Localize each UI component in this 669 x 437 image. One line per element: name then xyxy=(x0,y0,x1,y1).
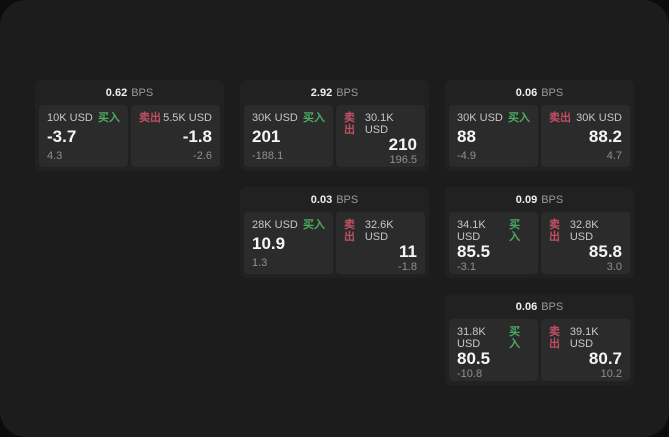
sell-sub-value: -1.8 xyxy=(398,261,417,273)
sell-quote-cell[interactable]: 卖出 30.1K USD 210 196.5 xyxy=(336,105,425,167)
buy-quote-cell[interactable]: 10K USD 买入 -3.7 4.3 xyxy=(39,105,128,167)
buy-amount: 30K USD xyxy=(457,112,503,124)
sell-quote-cell[interactable]: 卖出 39.1K USD 80.7 10.2 xyxy=(541,319,630,381)
bps-header: 0.62 BPS xyxy=(35,80,224,105)
sell-amount: 39.1K USD xyxy=(569,326,599,350)
sell-amount: 30.1K USD xyxy=(364,112,394,136)
sell-price: 210 xyxy=(388,135,417,154)
sell-sub-value: 196.5 xyxy=(389,154,417,166)
buy-sub-value: 4.3 xyxy=(47,150,63,162)
buy-price: 201 xyxy=(252,127,281,146)
buy-amount: 34.1K USD xyxy=(457,219,486,243)
sell-price: 80.7 xyxy=(588,349,622,368)
sell-price: 88.2 xyxy=(588,127,622,146)
quote-card: 0.06 BPS 31.8K USD 买入 80.5 -10.8 卖出 39.1… xyxy=(445,294,634,385)
buy-label: 买入 xyxy=(509,326,521,350)
bps-unit: BPS xyxy=(541,193,564,206)
buy-sub-value: -188.1 xyxy=(252,150,284,162)
buy-sub-value: -4.9 xyxy=(457,150,476,162)
sell-label: 卖出 xyxy=(549,219,560,243)
bps-header: 0.06 BPS xyxy=(445,294,634,319)
quote-card: 0.62 BPS 10K USD 买入 -3.7 4.3 卖出 5.5K USD xyxy=(35,80,224,171)
bps-header: 0.06 BPS xyxy=(445,80,634,105)
quote-card-grid: 0.62 BPS 10K USD 买入 -3.7 4.3 卖出 5.5K USD xyxy=(35,80,634,385)
sell-sub-value: 10.2 xyxy=(600,368,622,380)
bps-unit: BPS xyxy=(541,86,564,99)
sell-label: 卖出 xyxy=(139,112,161,124)
buy-amount: 31.8K USD xyxy=(457,326,486,350)
sell-label: 卖出 xyxy=(549,112,571,124)
buy-label: 买入 xyxy=(303,112,325,124)
sell-amount: 32.8K USD xyxy=(569,219,599,243)
buy-sub-value: -10.8 xyxy=(457,368,483,380)
buy-price: 88 xyxy=(457,127,476,146)
sell-quote-cell[interactable]: 卖出 30K USD 88.2 4.7 xyxy=(541,105,630,167)
buy-price: 10.9 xyxy=(252,234,286,253)
bps-value: 0.06 xyxy=(515,86,538,99)
buy-amount: 10K USD xyxy=(47,112,93,124)
sell-price: -1.8 xyxy=(182,127,212,146)
bps-header: 2.92 BPS xyxy=(240,80,429,105)
bps-header: 0.03 BPS xyxy=(240,187,429,212)
buy-amount: 28K USD xyxy=(252,219,298,231)
sell-label: 卖出 xyxy=(344,219,355,243)
buy-label: 买入 xyxy=(303,219,325,231)
buy-quote-cell[interactable]: 28K USD 买入 10.9 1.3 xyxy=(244,212,333,274)
buy-quote-cell[interactable]: 34.1K USD 买入 85.5 -3.1 xyxy=(449,212,538,274)
quote-card: 2.92 BPS 30K USD 买入 201 -188.1 卖出 30.1K … xyxy=(240,80,429,171)
buy-sub-value: -3.1 xyxy=(457,261,476,273)
sell-quote-cell[interactable]: 卖出 5.5K USD -1.8 -2.6 xyxy=(131,105,220,167)
bps-value: 0.03 xyxy=(310,193,333,206)
bps-unit: BPS xyxy=(336,86,359,99)
bps-unit: BPS xyxy=(541,300,564,313)
bps-unit: BPS xyxy=(336,193,359,206)
sell-label: 卖出 xyxy=(344,112,355,136)
buy-label: 买入 xyxy=(508,112,530,124)
sell-amount: 32.6K USD xyxy=(364,219,394,243)
bps-value: 0.06 xyxy=(515,300,538,313)
bps-unit: BPS xyxy=(131,86,154,99)
quote-card: 0.09 BPS 34.1K USD 买入 85.5 -3.1 卖出 32.8K… xyxy=(445,187,634,278)
sell-quote-cell[interactable]: 卖出 32.6K USD 11 -1.8 xyxy=(336,212,425,274)
buy-label: 买入 xyxy=(98,112,120,124)
bps-header: 0.09 BPS xyxy=(445,187,634,212)
sell-sub-value: -2.6 xyxy=(193,150,212,162)
buy-price: 85.5 xyxy=(457,242,491,261)
quote-card: 0.03 BPS 28K USD 买入 10.9 1.3 卖出 32.6K US… xyxy=(240,187,429,278)
buy-sub-value: 1.3 xyxy=(252,257,268,269)
buy-quote-cell[interactable]: 30K USD 买入 201 -188.1 xyxy=(244,105,333,167)
buy-label: 买入 xyxy=(509,219,521,243)
buy-quote-cell[interactable]: 30K USD 买入 88 -4.9 xyxy=(449,105,538,167)
buy-price: -3.7 xyxy=(47,127,77,146)
buy-amount: 30K USD xyxy=(252,112,298,124)
sell-amount: 5.5K USD xyxy=(163,112,212,124)
sell-quote-cell[interactable]: 卖出 32.8K USD 85.8 3.0 xyxy=(541,212,630,274)
sell-price: 85.8 xyxy=(588,242,622,261)
quote-card: 0.06 BPS 30K USD 买入 88 -4.9 卖出 30K USD xyxy=(445,80,634,171)
buy-quote-cell[interactable]: 31.8K USD 买入 80.5 -10.8 xyxy=(449,319,538,381)
sell-amount: 30K USD xyxy=(576,112,622,124)
bps-value: 0.62 xyxy=(105,86,128,99)
sell-sub-value: 4.7 xyxy=(606,150,622,162)
bps-value: 2.92 xyxy=(310,86,333,99)
bps-value: 0.09 xyxy=(515,193,538,206)
sell-sub-value: 3.0 xyxy=(606,261,622,273)
sell-price: 11 xyxy=(399,242,417,261)
sell-label: 卖出 xyxy=(549,326,560,350)
buy-price: 80.5 xyxy=(457,349,491,368)
